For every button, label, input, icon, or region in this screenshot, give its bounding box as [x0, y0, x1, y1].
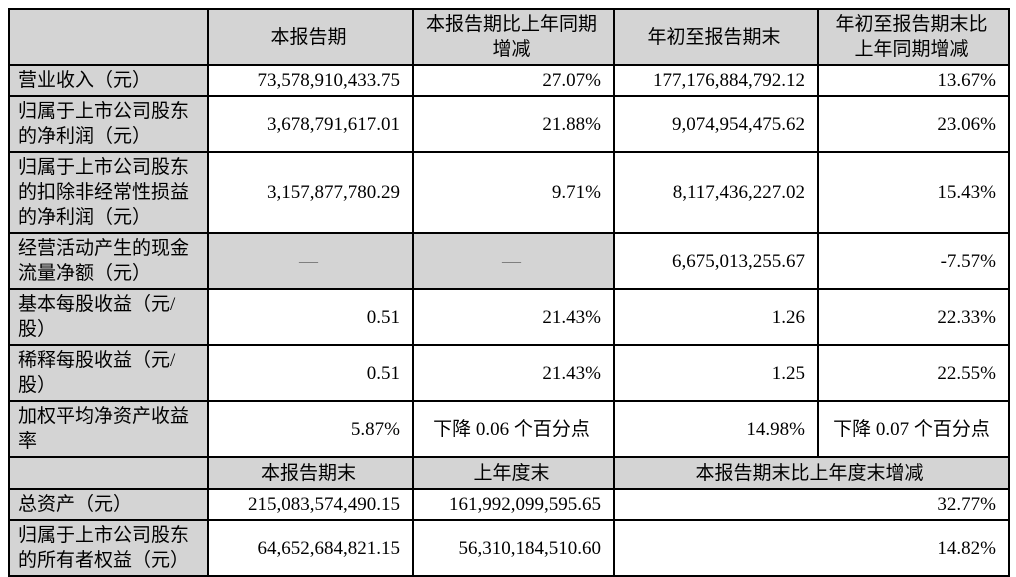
row-label: 加权平均净资产收益率	[8, 400, 209, 458]
row-label: 经营活动产生的现金流量净额（元）	[8, 232, 209, 290]
column-header-current-period: 本报告期	[207, 8, 414, 66]
cell-value: 22.55%	[817, 344, 1010, 402]
cell-value: 0.51	[207, 288, 414, 346]
financial-report-page: 本报告期 本报告期比上年同期增减 年初至报告期末 年初至报告期末比上年同期增减 …	[8, 8, 1010, 577]
column-header-prior-year-end: 上年度末	[412, 456, 615, 490]
corner-cell	[8, 8, 209, 66]
cell-not-applicable: —	[412, 232, 615, 290]
cell-value: 177,176,884,792.12	[613, 64, 819, 97]
column-header-period-end: 本报告期末	[207, 456, 414, 490]
cell-value: 161,992,099,595.65	[412, 488, 615, 521]
cell-value: 73,578,910,433.75	[207, 64, 414, 97]
table-row-net-profit: 归属于上市公司股东的净利润（元） 3,678,791,617.01 21.88%…	[8, 95, 1010, 153]
cell-value: 5.87%	[207, 400, 414, 458]
row-label: 归属于上市公司股东的扣除非经常性损益的净利润（元）	[8, 151, 209, 234]
row-label: 归属于上市公司股东的所有者权益（元）	[8, 519, 209, 577]
row-label: 营业收入（元）	[8, 64, 209, 97]
cell-value: 13.67%	[817, 64, 1010, 97]
cell-value: 32.77%	[613, 488, 1010, 521]
cell-value: 56,310,184,510.60	[412, 519, 615, 577]
cell-not-applicable: —	[207, 232, 414, 290]
table-row-owners-equity: 归属于上市公司股东的所有者权益（元） 64,652,684,821.15 56,…	[8, 519, 1010, 577]
table-row-weighted-avg-roe: 加权平均净资产收益率 5.87% 下降 0.06 个百分点 14.98% 下降 …	[8, 400, 1010, 458]
cell-value: 下降 0.07 个百分点	[817, 400, 1010, 458]
cell-value: 3,678,791,617.01	[207, 95, 414, 153]
cell-value: 0.51	[207, 344, 414, 402]
key-accounting-data-table: 本报告期 本报告期比上年同期增减 年初至报告期末 年初至报告期末比上年同期增减 …	[8, 8, 1010, 577]
cell-value: 3,157,877,780.29	[207, 151, 414, 234]
column-header-yoy-change: 本报告期比上年同期增减	[412, 8, 615, 66]
cell-value: 21.88%	[412, 95, 615, 153]
table-row-basic-eps: 基本每股收益（元/股） 0.51 21.43% 1.26 22.33%	[8, 288, 1010, 346]
period-header-row: 本报告期 本报告期比上年同期增减 年初至报告期末 年初至报告期末比上年同期增减	[8, 8, 1010, 66]
cell-value: 1.26	[613, 288, 819, 346]
cell-value: 27.07%	[412, 64, 615, 97]
corner-cell	[8, 456, 209, 490]
cell-value: 9,074,954,475.62	[613, 95, 819, 153]
cell-value: 14.82%	[613, 519, 1010, 577]
table-row-operating-cash-flow: 经营活动产生的现金流量净额（元） — — 6,675,013,255.67 -7…	[8, 232, 1010, 290]
column-header-period-end-change: 本报告期末比上年度末增减	[613, 456, 1010, 490]
row-label: 基本每股收益（元/股）	[8, 288, 209, 346]
cell-value: 15.43%	[817, 151, 1010, 234]
cell-value: 22.33%	[817, 288, 1010, 346]
cell-value: 21.43%	[412, 288, 615, 346]
cell-value: 1.25	[613, 344, 819, 402]
table-row-operating-revenue: 营业收入（元） 73,578,910,433.75 27.07% 177,176…	[8, 64, 1010, 97]
cell-value: 14.98%	[613, 400, 819, 458]
cell-value: 21.43%	[412, 344, 615, 402]
cell-value: 6,675,013,255.67	[613, 232, 819, 290]
period-end-header-row: 本报告期末 上年度末 本报告期末比上年度末增减	[8, 456, 1010, 490]
row-label: 稀释每股收益（元/股）	[8, 344, 209, 402]
column-header-ytd: 年初至报告期末	[613, 8, 819, 66]
table-row-net-profit-deducted: 归属于上市公司股东的扣除非经常性损益的净利润（元） 3,157,877,780.…	[8, 151, 1010, 234]
row-label: 归属于上市公司股东的净利润（元）	[8, 95, 209, 153]
cell-value: 215,083,574,490.15	[207, 488, 414, 521]
cell-value: 9.71%	[412, 151, 615, 234]
cell-value: 下降 0.06 个百分点	[412, 400, 615, 458]
table-row-total-assets: 总资产（元） 215,083,574,490.15 161,992,099,59…	[8, 488, 1010, 521]
column-header-ytd-yoy-change: 年初至报告期末比上年同期增减	[817, 8, 1010, 66]
cell-value: 64,652,684,821.15	[207, 519, 414, 577]
cell-value: 8,117,436,227.02	[613, 151, 819, 234]
cell-value: -7.57%	[817, 232, 1010, 290]
table-row-diluted-eps: 稀释每股收益（元/股） 0.51 21.43% 1.25 22.55%	[8, 344, 1010, 402]
row-label: 总资产（元）	[8, 488, 209, 521]
cell-value: 23.06%	[817, 95, 1010, 153]
